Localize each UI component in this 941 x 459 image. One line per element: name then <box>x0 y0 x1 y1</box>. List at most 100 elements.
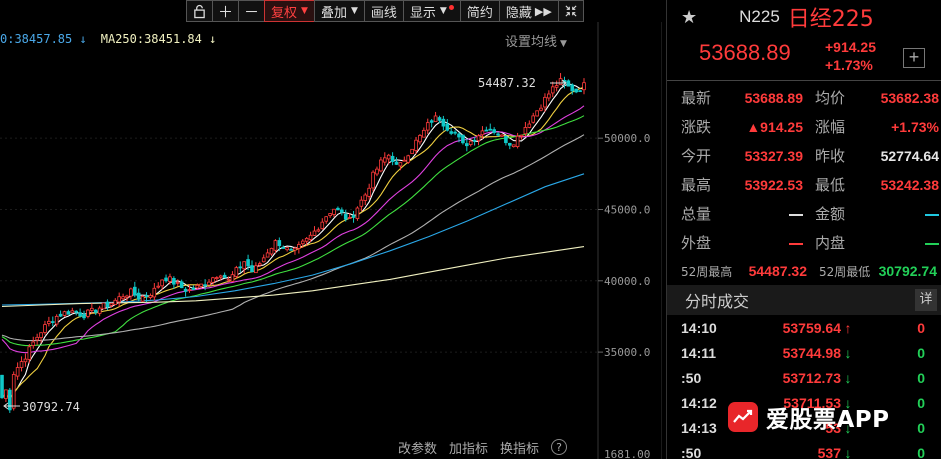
candle-body <box>226 278 231 281</box>
candle-body <box>261 257 266 263</box>
lock-icon[interactable] <box>186 0 212 22</box>
huaxian-button[interactable]: 画线 <box>363 0 403 22</box>
change-value: +914.25 <box>825 39 876 55</box>
candle-body <box>54 315 59 325</box>
candle-body <box>363 194 368 201</box>
low-label: 30792.74 <box>22 400 80 414</box>
candle-body <box>11 374 16 409</box>
fuquan-button[interactable]: 复权 ▼ <box>264 0 314 22</box>
plus-icon[interactable]: ＋ <box>212 0 238 22</box>
candle-body <box>500 134 504 137</box>
candle-body <box>179 281 184 289</box>
ma-setting-button[interactable]: 设置均线 ▼ <box>505 35 567 50</box>
candle-body <box>304 238 309 242</box>
yincang-button[interactable]: 隐藏 ▶▶ <box>498 0 558 22</box>
diejia-button[interactable]: 叠加 ▼ <box>313 0 364 22</box>
candle-body <box>422 129 426 138</box>
jianyue-button[interactable]: 简约 <box>459 0 499 22</box>
help-icon[interactable]: ? <box>551 439 568 455</box>
add-indicator-button[interactable]: 加指标 <box>449 442 489 457</box>
ma60-line <box>1 134 585 342</box>
candle-body <box>125 295 129 298</box>
switch-indicator-button[interactable]: 换指标 <box>500 442 540 457</box>
candle-body <box>257 263 262 266</box>
stat-row: 最高 53922.53 最低 53242.38 <box>667 170 941 199</box>
candle-body <box>43 324 47 333</box>
xianshi-button[interactable]: 显示 ▼ <box>402 0 460 22</box>
watermark: 爱股票APP <box>728 400 890 434</box>
candle-body <box>449 131 453 134</box>
caret-down-icon: ▼ <box>350 6 358 16</box>
tick-detail-button[interactable]: 详 <box>915 289 937 311</box>
candle-body <box>23 358 28 363</box>
candle-body <box>234 267 239 277</box>
stock-code: N225 <box>739 7 780 26</box>
candle-body <box>371 171 375 189</box>
stat-row: 外盘 内盘 <box>667 228 941 257</box>
candle-body <box>429 120 434 123</box>
tick-price: 53711.53 <box>783 394 841 411</box>
candle-body <box>316 229 321 232</box>
y-tick-label: 40000.0 <box>604 275 650 288</box>
minus-icon[interactable]: － <box>238 0 264 22</box>
ma200-value: 0:38457.85 ↓ <box>0 32 87 46</box>
candle-body <box>332 208 336 215</box>
stat-label: 52周最低 <box>819 264 871 279</box>
candle-body <box>468 140 473 145</box>
candle-body <box>410 148 414 155</box>
tick-title: 分时成交 <box>685 292 750 311</box>
candle-body <box>74 310 79 313</box>
stat-row: 涨跌 ▲914.25 涨幅 +1.73% <box>667 112 941 141</box>
caret-down-icon: ▼ <box>560 39 567 49</box>
candle-body <box>254 265 258 274</box>
candle-body <box>136 292 141 300</box>
candle-body <box>496 133 500 136</box>
tick-price: 537 <box>817 444 841 459</box>
candle-body <box>293 247 297 251</box>
tick-price: 53712.73 <box>782 369 841 386</box>
ma-legend: 0:38457.85 ↓ MA250:38451.84 ↓ <box>0 32 216 46</box>
candle-body <box>347 217 352 219</box>
candle-body <box>15 367 20 377</box>
low-marker: 30792.74 <box>3 400 80 414</box>
tick-volume: 0 <box>917 419 925 436</box>
candle-body <box>433 115 438 123</box>
candle-body <box>367 187 371 197</box>
stat-label: 最高 <box>681 176 712 194</box>
candle-body <box>398 162 403 167</box>
tick-time: 14:10 <box>681 319 717 336</box>
ma-lines <box>1 83 585 401</box>
arrow-down-icon: ↓ <box>844 419 852 436</box>
stat-value: ▲914.25 <box>746 118 803 135</box>
stat-label: 外盘 <box>681 234 712 252</box>
candle-body <box>117 296 121 303</box>
star-icon[interactable]: ★ <box>681 6 698 27</box>
add-watchlist-button[interactable]: + <box>903 48 925 68</box>
collapse-icon[interactable] <box>557 0 584 22</box>
candle-body <box>445 123 450 131</box>
candle-body <box>289 248 293 251</box>
candle-body <box>324 216 329 222</box>
candle-body <box>152 287 157 298</box>
candle-body <box>265 252 270 258</box>
candle-body <box>129 288 133 297</box>
candle-body <box>328 213 332 217</box>
stat-value: 30792.74 <box>878 263 937 279</box>
kline-chart[interactable]: 50000.0 45000.0 40000.0 35000.0 1681.00 544… <box>0 22 662 459</box>
candle-body <box>160 279 164 287</box>
candle-body <box>519 134 524 137</box>
candle-body <box>277 240 282 247</box>
candle-body <box>340 209 344 213</box>
candle-body <box>394 161 399 165</box>
candle-body <box>218 275 223 278</box>
change-params-button[interactable]: 改参数 <box>398 442 438 457</box>
double-chevron-right-icon: ▶▶ <box>534 4 552 18</box>
arrow-down-icon: ↓ <box>844 444 852 459</box>
candle-body <box>285 247 289 251</box>
candle-body <box>480 130 485 136</box>
candle-body <box>203 284 207 287</box>
candle-body <box>351 215 356 218</box>
candle-body <box>441 118 446 127</box>
tick-volume: 0 <box>917 319 925 336</box>
tick-volume: 0 <box>917 344 925 361</box>
